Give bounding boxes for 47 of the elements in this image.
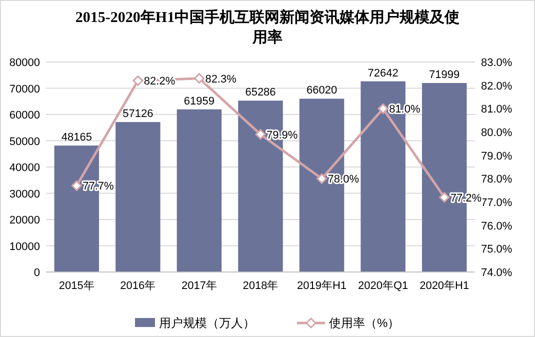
y2-tick-label: 81.0% — [481, 104, 512, 116]
data-label: 61959 — [184, 95, 215, 108]
y-tick-label: 0 — [34, 267, 40, 279]
data-label: 57126 — [122, 108, 154, 120]
y2-tick-label: 79.0% — [481, 150, 512, 162]
y-tick-label: 60000 — [9, 110, 40, 122]
data-label: 82.3% — [205, 73, 237, 86]
x-tick-label: 2019年H1 — [297, 280, 347, 292]
y2-tick-label: 82.0% — [481, 80, 512, 92]
y2-tick-label: 76.0% — [481, 220, 512, 232]
data-label: 82.2% — [144, 76, 176, 88]
data-label: 71999 — [429, 69, 460, 82]
legend-label: 用户规模（万人） — [159, 316, 255, 330]
y-tick-label: 70000 — [9, 83, 40, 96]
x-tick-label: 2020年Q1 — [358, 280, 408, 292]
point — [194, 73, 204, 84]
bar — [116, 122, 160, 272]
y-tick-label: 80000 — [9, 57, 40, 69]
y-tick-label: 30000 — [9, 188, 40, 200]
y2-tick-label: 83.0% — [481, 57, 512, 69]
bar — [176, 109, 222, 272]
y2-tick-label: 80.0% — [481, 127, 512, 139]
y-tick-label: 50000 — [9, 136, 40, 148]
data-label: 65286 — [245, 86, 276, 99]
x-tick-label: 2015年 — [58, 280, 94, 292]
point — [316, 173, 328, 184]
point — [378, 103, 388, 114]
x-tick-label: 2017年 — [181, 280, 217, 292]
y-tick-label: 20000 — [9, 214, 40, 226]
y-tick-label: 40000 — [9, 162, 40, 174]
point — [71, 180, 82, 191]
data-label: 72642 — [368, 67, 398, 80]
x-tick-label: 2020年H1 — [420, 280, 470, 292]
y2-tick-label: 74.0% — [481, 267, 512, 279]
chart-title: 2015-2020年H1中国手机互联网新闻资讯媒体用户规模及使用率 — [75, 8, 460, 46]
y2-tick-label: 78.0% — [481, 174, 512, 186]
data-label: 66020 — [306, 84, 338, 97]
point — [439, 192, 450, 203]
data-label: 48165 — [61, 132, 92, 144]
y2-tick-label: 77.0% — [481, 197, 512, 209]
y2-tick-label: 75.0% — [481, 244, 512, 256]
x-tick-label: 2018年 — [242, 280, 278, 292]
point — [132, 75, 144, 86]
point — [255, 129, 266, 140]
legend-label: 使用率（%） — [329, 316, 400, 330]
y-tick-label: 10000 — [9, 240, 40, 253]
x-tick-label: 2016年 — [120, 280, 156, 292]
